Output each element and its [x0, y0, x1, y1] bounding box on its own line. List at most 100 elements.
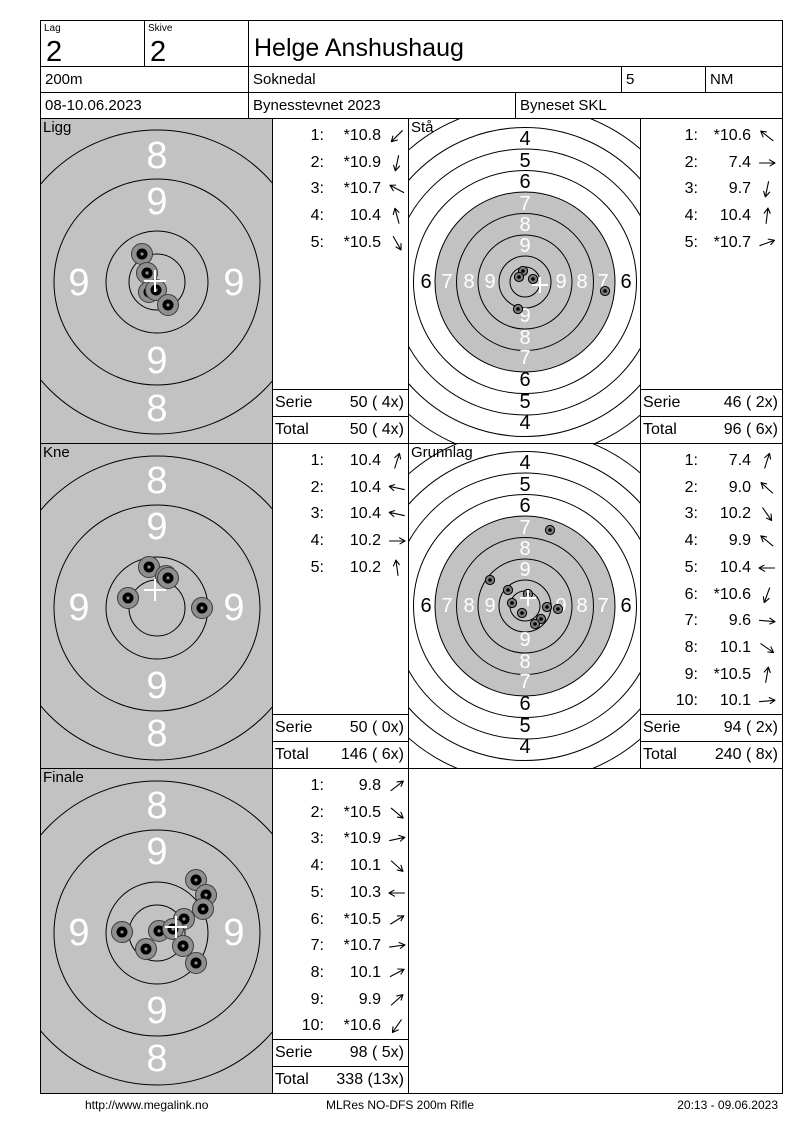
- shot-number: 3:: [310, 505, 324, 523]
- shot-number: 2:: [310, 478, 324, 496]
- ring-label: 9: [223, 262, 244, 304]
- ring-label: 5: [519, 715, 530, 737]
- shot-direction-arrow-icon: [390, 993, 404, 1006]
- shot-number: 8:: [310, 963, 324, 981]
- shot-value: *10.6: [713, 585, 751, 603]
- shot-value: 10.3: [349, 883, 381, 901]
- shot-number: 1:: [310, 127, 324, 144]
- shot-row: 8: 10.1: [273, 960, 408, 986]
- total-row: Total 50 ( 4x): [272, 416, 409, 444]
- ring-label: 6: [620, 271, 631, 293]
- target-svg-kne: 899 998: [41, 444, 272, 768]
- ring-label: 7: [597, 271, 608, 293]
- total-value: 96 ( 6x): [723, 421, 778, 438]
- shot-number: 3:: [684, 505, 698, 523]
- ring-label: 8: [576, 595, 587, 617]
- section-label-ligg: Ligg: [43, 119, 72, 136]
- ring-label: 7: [441, 595, 452, 617]
- section-label-finale: Finale: [43, 769, 84, 786]
- shot-hole: [506, 597, 518, 609]
- total-value: 240 ( 8x): [714, 746, 778, 763]
- shot-value: *10.7: [713, 233, 751, 251]
- shot-row: 4: 10.1: [273, 853, 408, 879]
- shot-row: 4: 10.4: [641, 203, 782, 229]
- footer-program: MLRes NO-DFS 200m Rifle: [325, 1098, 475, 1112]
- shot-number: 2:: [310, 803, 324, 821]
- aim-cross-icon: [144, 270, 166, 292]
- shot-hole: [138, 556, 160, 578]
- club-cell: Soknedal: [248, 66, 622, 93]
- shot-direction-arrow-icon: [762, 507, 773, 522]
- shot-value: *10.9: [343, 830, 381, 848]
- skive-label: Skive: [148, 23, 173, 34]
- shot-hole: [527, 273, 539, 285]
- shot-number: 3:: [684, 180, 698, 198]
- shot-row: 1: 10.4: [273, 448, 408, 474]
- shot-value: 10.1: [719, 638, 751, 656]
- ring-label: 4: [519, 736, 530, 758]
- ring-label: 5: [519, 391, 530, 413]
- shot-direction-arrow-icon: [763, 207, 771, 225]
- shot-list-finale: 1: 9.8 2: *10.5 3: *10.9 4: 10.1 5: 10.3 6: *10.5 7:…: [272, 768, 409, 1094]
- ring-label: 6: [420, 271, 431, 293]
- date-cell: 08-10.06.2023: [40, 92, 249, 119]
- shot-value: 10.1: [719, 692, 751, 710]
- shot-number: 8:: [684, 638, 698, 656]
- shot-value: *10.9: [343, 153, 381, 171]
- target-svg-finale: 899 998: [41, 769, 272, 1093]
- shot-value: 10.2: [719, 505, 751, 523]
- serie-label: Serie: [643, 719, 681, 736]
- ring: [498, 255, 552, 309]
- shot-number: 2:: [310, 153, 324, 171]
- footer-url: http://www.megalink.no: [85, 1098, 209, 1112]
- skive-value: 2: [150, 36, 167, 68]
- shot-direction-arrow-icon: [760, 481, 774, 494]
- serie-row: Serie 50 ( 4x): [272, 389, 409, 417]
- ring-label: 8: [463, 271, 474, 293]
- shot-row: 10: *10.6: [273, 1013, 408, 1039]
- shot-value: 7.4: [728, 452, 751, 469]
- shot-hole: [157, 294, 179, 316]
- shot-row: 10: 10.1: [641, 688, 782, 714]
- aim-cross-icon: [532, 277, 548, 293]
- shot-direction-arrow-icon: [390, 130, 403, 143]
- shot-direction-arrow-icon: [760, 535, 774, 547]
- shot-value: *10.5: [343, 803, 381, 821]
- shot-value: 9.9: [358, 990, 381, 1008]
- shot-row: 1: 7.4: [641, 448, 782, 474]
- shot-direction-arrow-icon: [758, 697, 776, 705]
- shot-direction-arrow-icon: [763, 181, 771, 198]
- ring-label: 9: [484, 271, 495, 293]
- ring-label: 9: [223, 912, 244, 954]
- organizer: Byneset SKL: [520, 97, 607, 114]
- ring: [41, 780, 272, 1086]
- shot-hole: [541, 601, 553, 613]
- shot-row: 3: *10.9: [273, 826, 408, 852]
- club: Soknedal: [253, 71, 316, 88]
- shot-value: 10.1: [349, 857, 381, 875]
- category: NM: [710, 71, 734, 88]
- ring-label: 8: [519, 651, 530, 673]
- organizer-cell: Byneset SKL: [515, 92, 783, 119]
- shot-hole: [529, 618, 541, 630]
- ring-label: 6: [519, 495, 530, 517]
- ring-label: 8: [146, 135, 167, 177]
- shot-value: 10.4: [719, 558, 751, 576]
- shot-list-kne: 1: 10.4 2: 10.4 3: 10.4 4: 10.2 5: 10.2 Serie 50 ( …: [272, 443, 409, 769]
- target-cell-ligg: 8 9 9 9 9 8 Ligg: [40, 118, 273, 444]
- shot-direction-arrow-icon: [389, 835, 406, 843]
- shot-value: *10.5: [343, 910, 381, 928]
- event-cell: Bynesstevnet 2023: [248, 92, 516, 119]
- shot-number: 6:: [310, 910, 324, 928]
- ring: [41, 129, 272, 435]
- aim-cross-icon: [144, 579, 166, 601]
- shot-row: 6: *10.5: [273, 907, 408, 933]
- total-row: Total 338 (13x): [272, 1066, 409, 1094]
- ring-label: 7: [519, 517, 530, 539]
- serie-value: 98 ( 5x): [349, 1044, 404, 1061]
- shot-list-grunnlag: 1: 7.4 2: 9.0 3: 10.2 4: 9.9 5: 10.4 6: *10.6 7: 9.6 8…: [640, 443, 783, 769]
- ring-label: 9: [484, 595, 495, 617]
- total-value: 146 ( 6x): [340, 746, 404, 763]
- shot-row: 5: 10.3: [273, 880, 408, 906]
